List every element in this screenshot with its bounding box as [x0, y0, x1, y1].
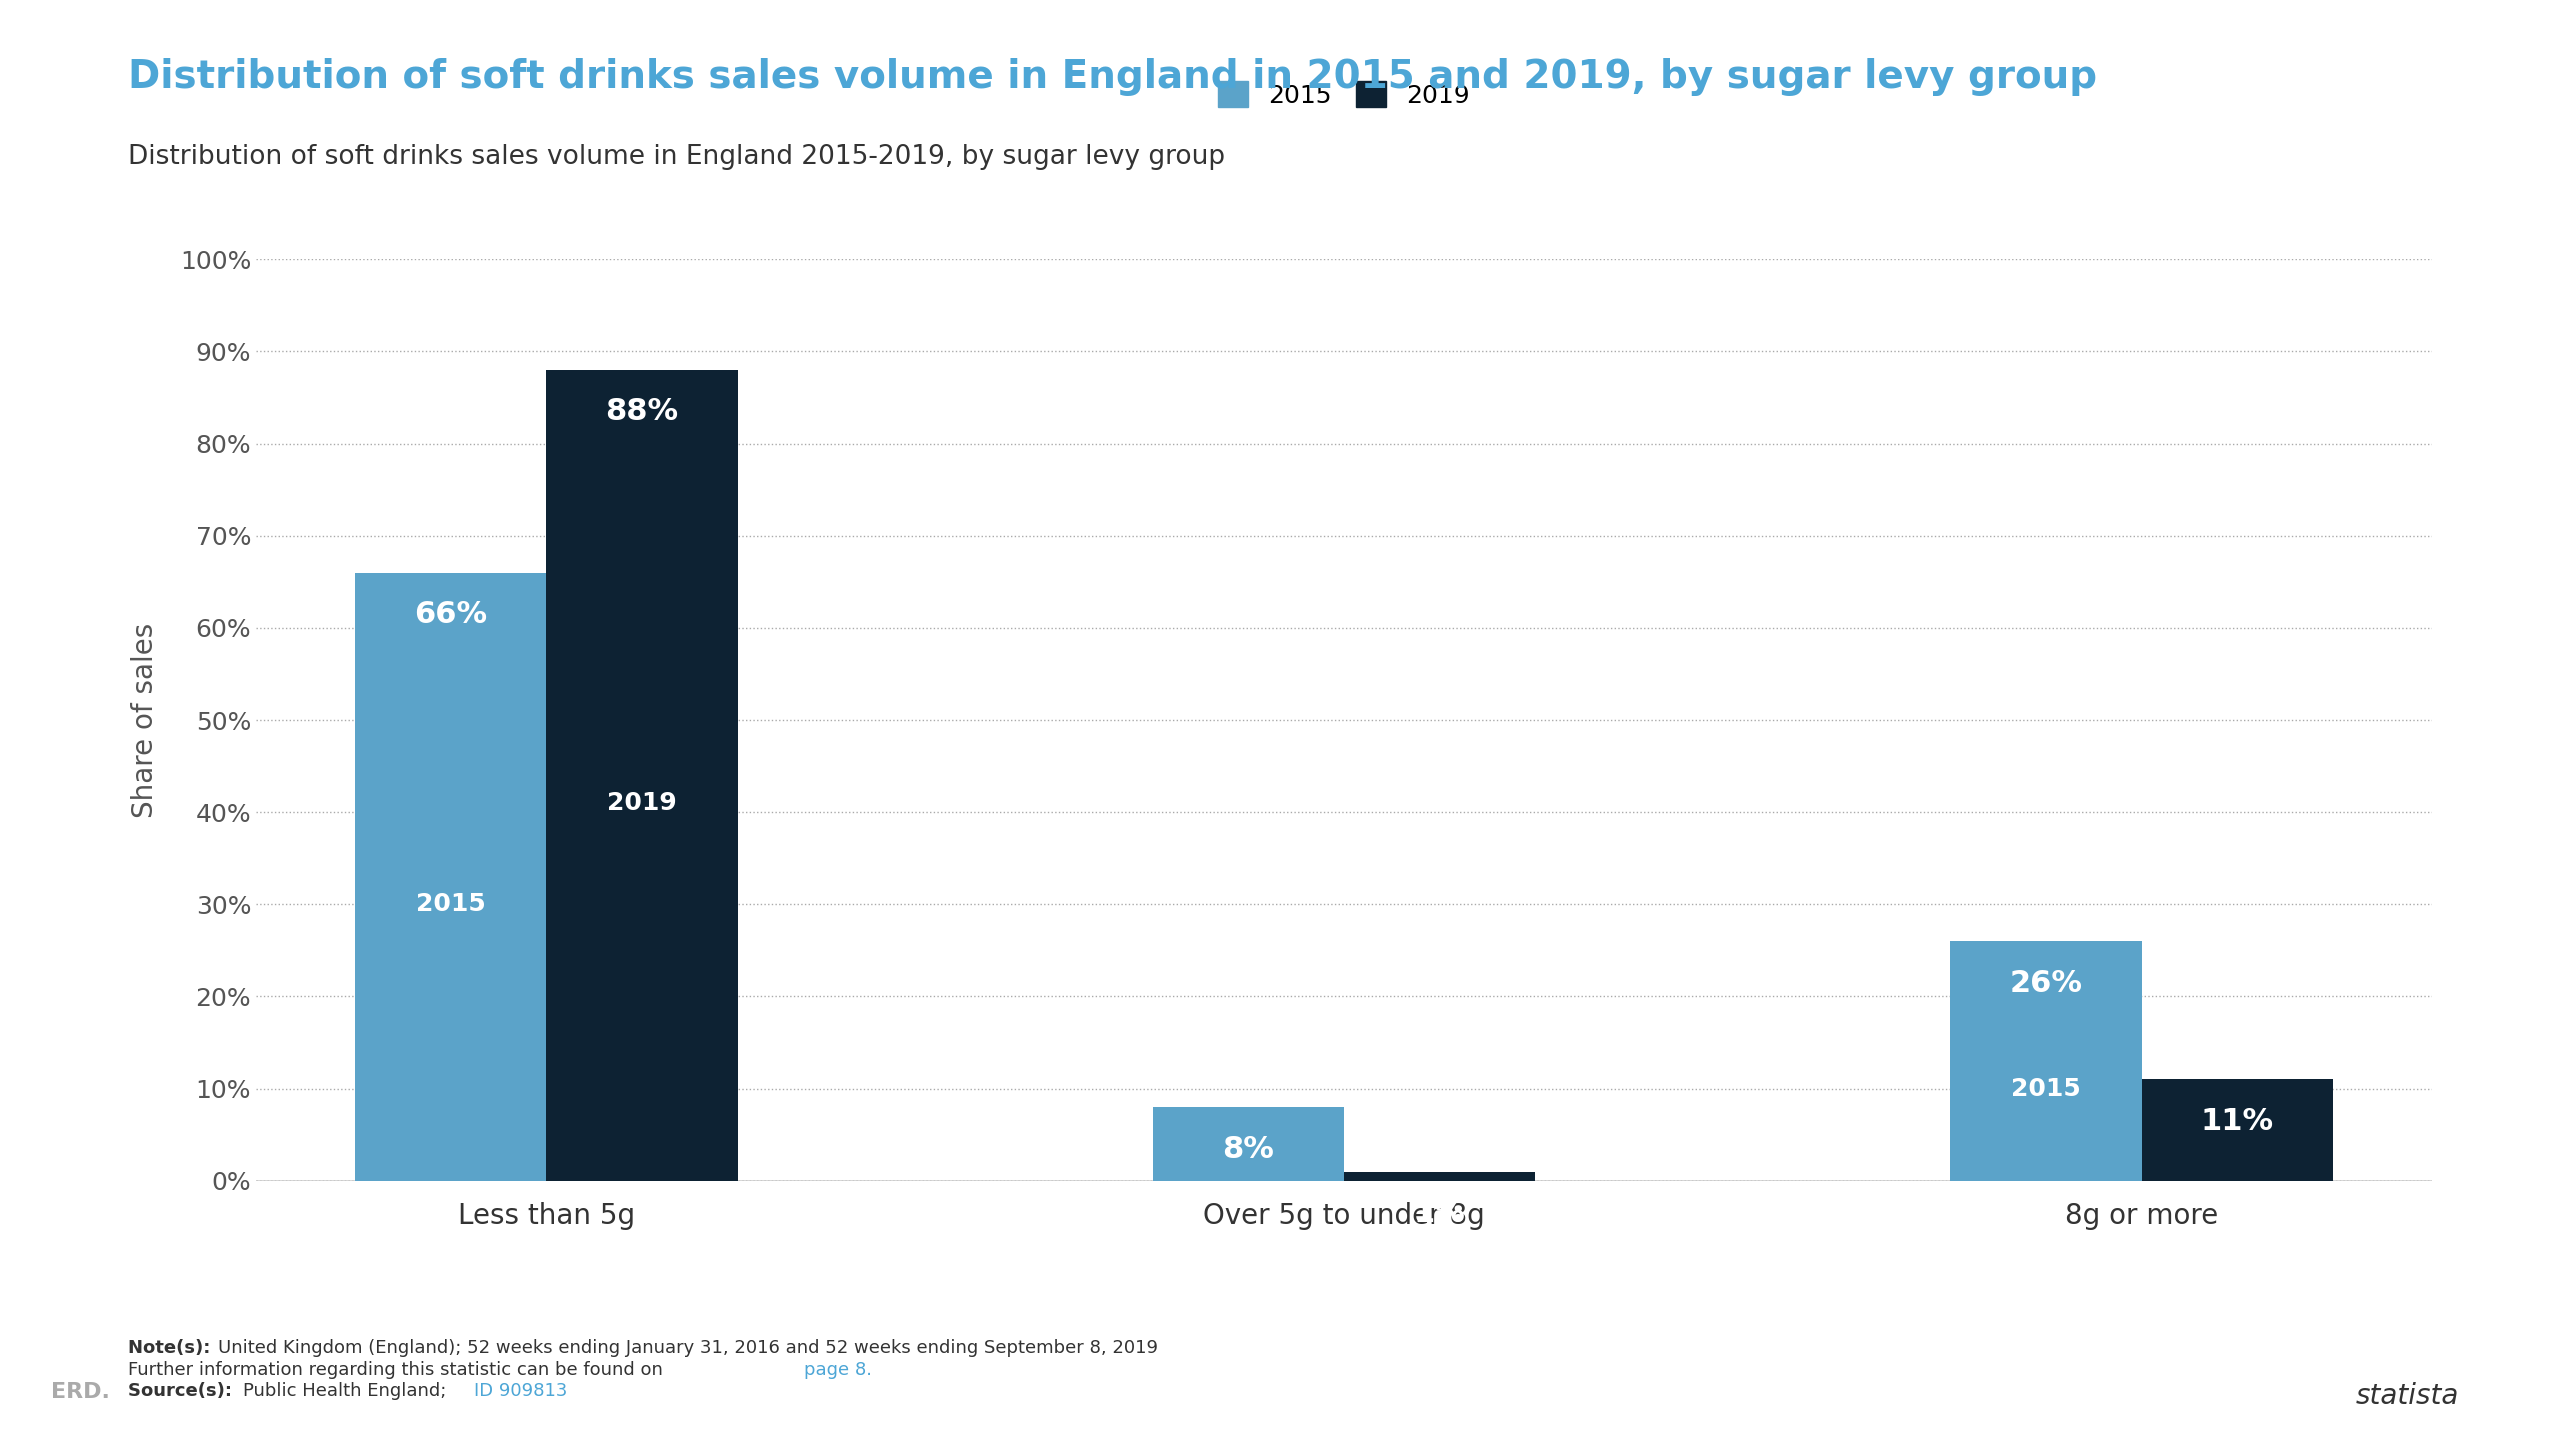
- Text: 88%: 88%: [607, 397, 678, 426]
- Text: 2015: 2015: [415, 893, 486, 916]
- Text: statista: statista: [2355, 1382, 2458, 1410]
- Text: 66%: 66%: [415, 600, 486, 629]
- Y-axis label: Share of sales: Share of sales: [131, 622, 159, 818]
- Text: 2015: 2015: [2012, 1077, 2081, 1100]
- Text: 8%: 8%: [1221, 1135, 1275, 1164]
- Text: Distribution of soft drinks sales volume in England 2015-2019, by sugar levy gro: Distribution of soft drinks sales volume…: [128, 144, 1226, 170]
- Bar: [1152, 1107, 1344, 1181]
- Text: page 8.: page 8.: [804, 1361, 873, 1380]
- Text: 1%: 1%: [1413, 1200, 1467, 1228]
- Text: 26%: 26%: [2010, 969, 2081, 998]
- Text: Further information regarding this statistic can be found on: Further information regarding this stati…: [128, 1361, 668, 1380]
- Text: Public Health England;: Public Health England;: [243, 1382, 453, 1400]
- Bar: [1951, 942, 2143, 1181]
- Bar: [1344, 1172, 1536, 1181]
- Legend: 2015, 2019: 2015, 2019: [1206, 69, 1482, 120]
- Text: Distribution of soft drinks sales volume in England in 2015 and 2019, by sugar l: Distribution of soft drinks sales volume…: [128, 58, 2097, 95]
- Text: ERD.: ERD.: [51, 1382, 110, 1403]
- Text: 11%: 11%: [2202, 1107, 2273, 1136]
- Text: ID 909813: ID 909813: [474, 1382, 566, 1400]
- Bar: [545, 370, 737, 1181]
- Text: Note(s):: Note(s):: [128, 1339, 218, 1356]
- Text: United Kingdom (England); 52 weeks ending January 31, 2016 and 52 weeks ending S: United Kingdom (England); 52 weeks endin…: [218, 1339, 1157, 1356]
- Bar: [356, 573, 545, 1181]
- Bar: [2143, 1080, 2332, 1181]
- Text: Source(s):: Source(s):: [128, 1382, 238, 1400]
- Text: 2019: 2019: [607, 791, 676, 815]
